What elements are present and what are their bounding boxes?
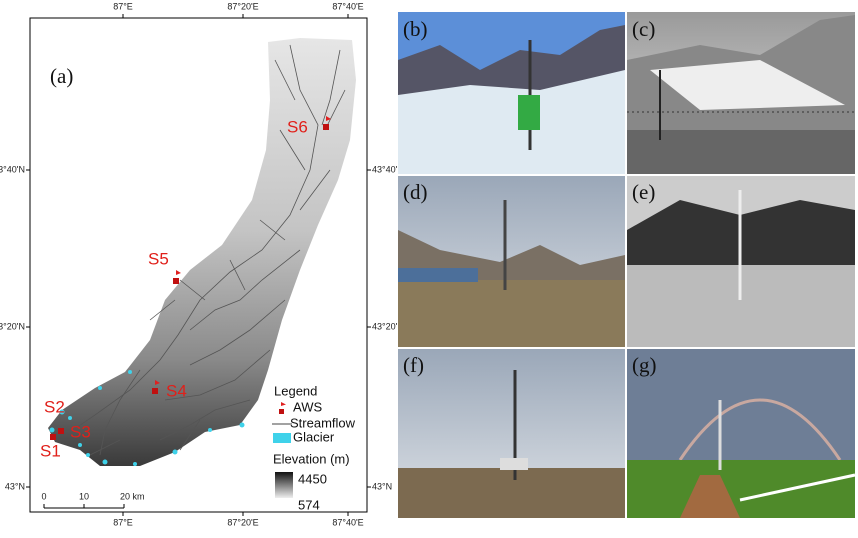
y-tick-label: 43°N	[372, 481, 392, 491]
legend-aws-icon	[279, 402, 286, 414]
photo-b	[398, 12, 625, 174]
streams	[69, 44, 346, 456]
scale-label: 10	[79, 491, 89, 501]
photo-label: (e)	[632, 180, 655, 204]
elevation-high: 4450	[298, 471, 327, 486]
legend-title: Legend	[274, 383, 317, 398]
aws-markers	[50, 116, 331, 440]
photo-label: (f)	[403, 353, 424, 377]
x-tick-label: 87°20'E	[227, 517, 258, 527]
station-label: S6	[287, 117, 308, 136]
station-label: S2	[44, 397, 65, 416]
legend-item: Streamflow	[290, 415, 356, 430]
photo-e	[627, 176, 855, 347]
x-tick-label: 87°40'E	[332, 1, 363, 11]
x-tick-label: 87°20'E	[227, 1, 258, 11]
scale-label: 20 km	[120, 491, 145, 501]
station-label: S4	[166, 381, 187, 400]
photo-f	[398, 349, 625, 518]
photo-g	[627, 349, 856, 518]
legend-elevation-title: Elevation (m)	[273, 451, 350, 466]
photo-label: (d)	[403, 180, 428, 204]
y-tick-label: 43°40'N	[0, 164, 25, 174]
station-label: S3	[70, 422, 91, 441]
photo-label: (c)	[632, 17, 655, 41]
station-label: S1	[40, 441, 61, 460]
panel-label: (a)	[50, 64, 73, 88]
photo-label: (g)	[632, 353, 657, 377]
x-tick-label: 87°40'E	[332, 517, 363, 527]
station-label: S5	[148, 249, 169, 268]
elevation-ramp	[275, 472, 293, 498]
y-tick-label: 43°20'N	[372, 321, 404, 331]
scale-label: 0	[41, 491, 46, 501]
y-tick-label: 43°40'N	[372, 164, 404, 174]
photo-label: (b)	[403, 17, 428, 41]
photo-c	[627, 12, 855, 174]
legend-item: AWS	[293, 399, 322, 414]
y-tick-label: 43°20'N	[0, 321, 25, 331]
scale-bar	[43, 504, 125, 509]
elevation-low: 574	[298, 497, 320, 512]
legend-item: Glacier	[293, 429, 335, 444]
legend-glacier-icon	[273, 433, 291, 443]
tick-marks	[26, 14, 371, 516]
photo-d	[398, 176, 625, 347]
x-tick-label: 87°E	[113, 517, 133, 527]
y-tick-label: 43°N	[5, 481, 25, 491]
glaciers	[49, 370, 245, 466]
x-tick-label: 87°E	[113, 1, 133, 11]
basin	[48, 38, 356, 466]
